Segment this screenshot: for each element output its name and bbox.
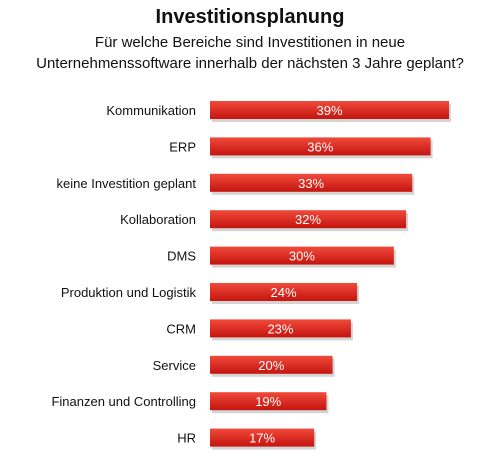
value-label: 33% xyxy=(298,176,324,191)
category-label: keine Investition geplant xyxy=(57,176,197,191)
bar xyxy=(210,246,394,265)
bar xyxy=(210,319,351,338)
bar xyxy=(210,392,327,411)
value-label: 30% xyxy=(289,249,315,264)
bar xyxy=(210,283,358,301)
bar xyxy=(210,101,449,119)
value-label: 23% xyxy=(267,321,293,336)
category-label: DMS xyxy=(167,249,196,264)
value-label: 39% xyxy=(316,103,342,118)
category-label: Kollaboration xyxy=(120,212,196,227)
chart-title: Investitionsplanung xyxy=(155,6,345,28)
category-label: Produktion und Logistik xyxy=(61,285,197,300)
bar xyxy=(210,173,413,192)
bar xyxy=(210,355,333,374)
value-label: 24% xyxy=(271,285,297,300)
value-label: 32% xyxy=(295,212,321,227)
category-label: HR xyxy=(177,431,196,446)
category-label: Kommunikation xyxy=(106,103,196,118)
value-label: 36% xyxy=(307,139,333,154)
category-label: Service xyxy=(153,358,196,373)
bars-group: Kommunikation 39% ERP 36% keine Investition … xyxy=(51,101,451,450)
category-label: CRM xyxy=(166,321,196,336)
value-label: 17% xyxy=(249,431,275,446)
bar xyxy=(210,210,407,229)
bar xyxy=(210,428,315,447)
category-label: ERP xyxy=(169,139,196,154)
value-label: 19% xyxy=(255,394,281,409)
chart-subtitle: Für welche Bereiche sind Investitionen i… xyxy=(0,32,500,74)
value-label: 20% xyxy=(258,358,284,373)
chart-subtitle-line-2: Unternehmenssoftware innerhalb der nächs… xyxy=(36,55,464,72)
category-label: Finanzen und Controlling xyxy=(51,394,196,409)
chart-subtitle-line-1: Für welche Bereiche sind Investitionen i… xyxy=(94,34,406,51)
bar xyxy=(210,137,431,156)
